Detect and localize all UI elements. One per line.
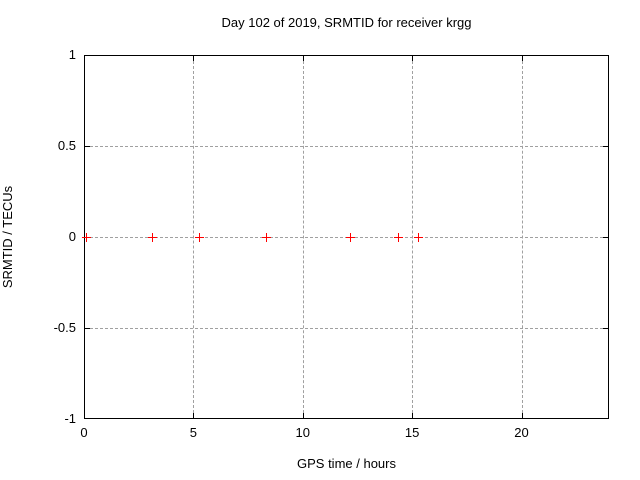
x-tick-label: 15 [404,425,420,440]
data-point-marker [261,233,271,242]
x-tick-label: 0 [80,425,88,440]
y-tick-label: 0.5 [57,138,76,153]
x-tick-mark [193,56,195,61]
y-tick-label: 0 [68,229,76,244]
marker-vertical-bar [265,233,267,242]
x-tick-label: 10 [295,425,310,440]
marker-vertical-bar [417,233,419,242]
y-tick-mark [85,146,90,147]
y-tick-mark [603,237,608,238]
data-point-marker [413,233,423,242]
y-gridline [85,146,608,147]
x-tick-mark [302,56,304,61]
plot-area [82,55,609,419]
y-tick-label: -0.5 [53,320,76,335]
x-tick-mark [412,413,414,418]
chart-title: Day 102 of 2019, SRMTID for receiver krg… [221,15,472,30]
x-axis-label: GPS time / hours [297,456,396,471]
x-tick-mark [193,413,195,418]
x-tick-label: 5 [189,425,197,440]
y-tick-label: -1 [64,411,76,426]
y-tick-mark [85,328,90,329]
data-point-marker [82,233,92,242]
y-tick-mark [603,328,608,329]
marker-vertical-bar [349,233,351,242]
y-gridline [85,328,608,329]
x-tick-mark [521,413,523,418]
x-tick-mark [302,413,304,418]
y-tick-mark [603,146,608,147]
data-point-marker [147,233,157,242]
x-tick-mark [521,56,523,61]
x-tick-mark [412,56,414,61]
x-tick-label: 20 [514,425,529,440]
marker-vertical-bar [397,233,399,242]
data-point-marker [194,233,204,242]
marker-vertical-bar [198,233,200,242]
marker-vertical-bar [151,233,153,242]
marker-vertical-bar [86,233,88,242]
data-point-marker [393,233,403,242]
y-tick-label: 1 [68,47,76,62]
data-point-marker [345,233,355,242]
